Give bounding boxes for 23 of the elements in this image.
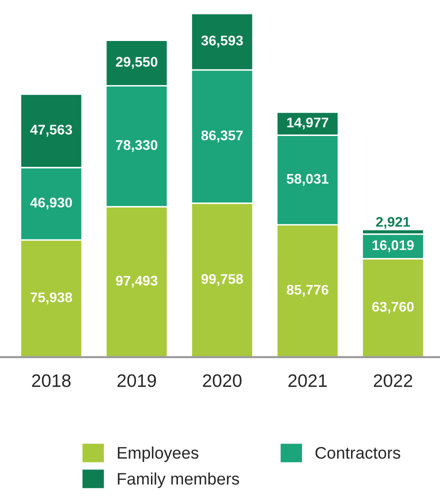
data-label: 85,776: [286, 284, 328, 297]
data-label: 75,938: [30, 292, 72, 304]
data-label: 36,593: [201, 36, 243, 48]
data-label: 47,563: [30, 124, 72, 137]
data-label: 97,493: [116, 276, 158, 288]
legend-label: Contractors: [316, 446, 400, 459]
x-tick-label: 2018: [32, 374, 71, 388]
legend-label: Family members: [118, 472, 240, 488]
data-label: 16,019: [372, 240, 414, 252]
data-label: 46,930: [30, 198, 72, 210]
data-label: 14,977: [287, 118, 328, 130]
legend-label: Employees: [118, 446, 198, 462]
x-tick-label: 2022: [374, 374, 412, 388]
x-tick-label: 2020: [202, 374, 242, 388]
data-label: 86,357: [201, 130, 243, 142]
x-tick-label: 2021: [288, 374, 327, 388]
x-tick-label: 2019: [118, 374, 156, 388]
data-label: 99,758: [201, 274, 243, 286]
data-label: 58,031: [286, 174, 328, 186]
data-label: 29,550: [116, 56, 158, 69]
data-label: 2,921: [376, 216, 410, 229]
data-label: 63,760: [372, 302, 414, 314]
data-label: 78,330: [116, 140, 158, 152]
